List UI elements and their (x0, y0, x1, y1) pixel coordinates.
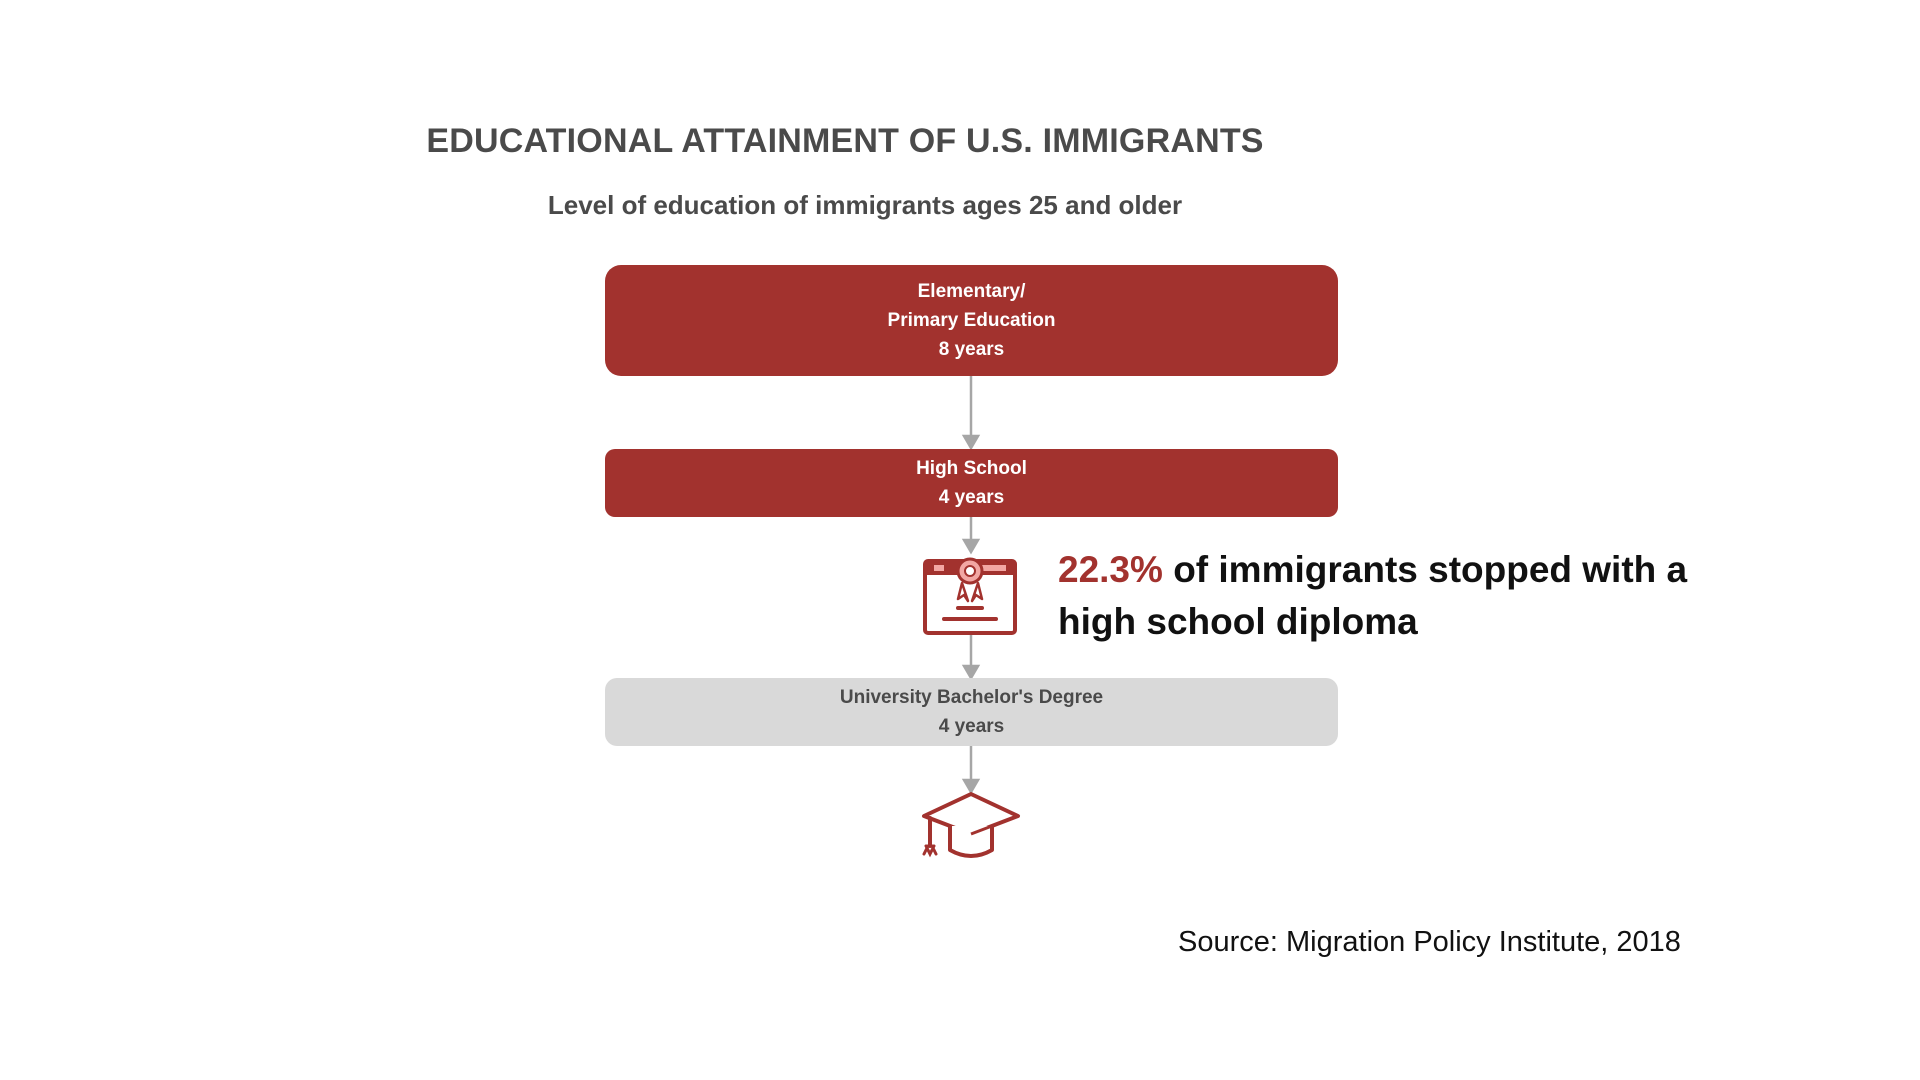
step-high-school: High School 4 years (605, 449, 1338, 517)
step-elementary: Elementary/ Primary Education 8 years (605, 265, 1338, 376)
page-subtitle: Level of education of immigrants ages 25… (547, 190, 1183, 220)
page-title: EDUCATIONAL ATTAINMENT OF U.S. IMMIGRANT… (426, 122, 1264, 160)
callout-percent: 22.3% (1058, 549, 1163, 590)
step-university-label: University Bachelor's Degree (839, 687, 1104, 708)
connector-arrowhead-1 (961, 434, 981, 451)
graduation-cap-icon (922, 792, 1020, 858)
callout-description: of immigrants stopped with a high school… (1058, 549, 1688, 642)
step-elementary-line2: Primary Education (887, 310, 1056, 331)
step-high-school-label: High School (916, 458, 1027, 479)
step-university: University Bachelor's Degree 4 years (605, 678, 1338, 746)
source-note: Source: Migration Policy Institute, 2018 (1178, 926, 1681, 958)
connector-arrowhead-2 (961, 538, 981, 555)
callout-text: 22.3% of immigrants stopped with a high … (1058, 544, 1698, 648)
connector-arrowhead-3 (961, 664, 981, 681)
step-university-years: 4 years (938, 716, 1005, 737)
step-elementary-years: 8 years (938, 339, 1005, 360)
step-elementary-line1: Elementary/ (917, 281, 1026, 302)
diploma-icon (923, 557, 1017, 635)
step-high-school-years: 4 years (938, 487, 1005, 508)
